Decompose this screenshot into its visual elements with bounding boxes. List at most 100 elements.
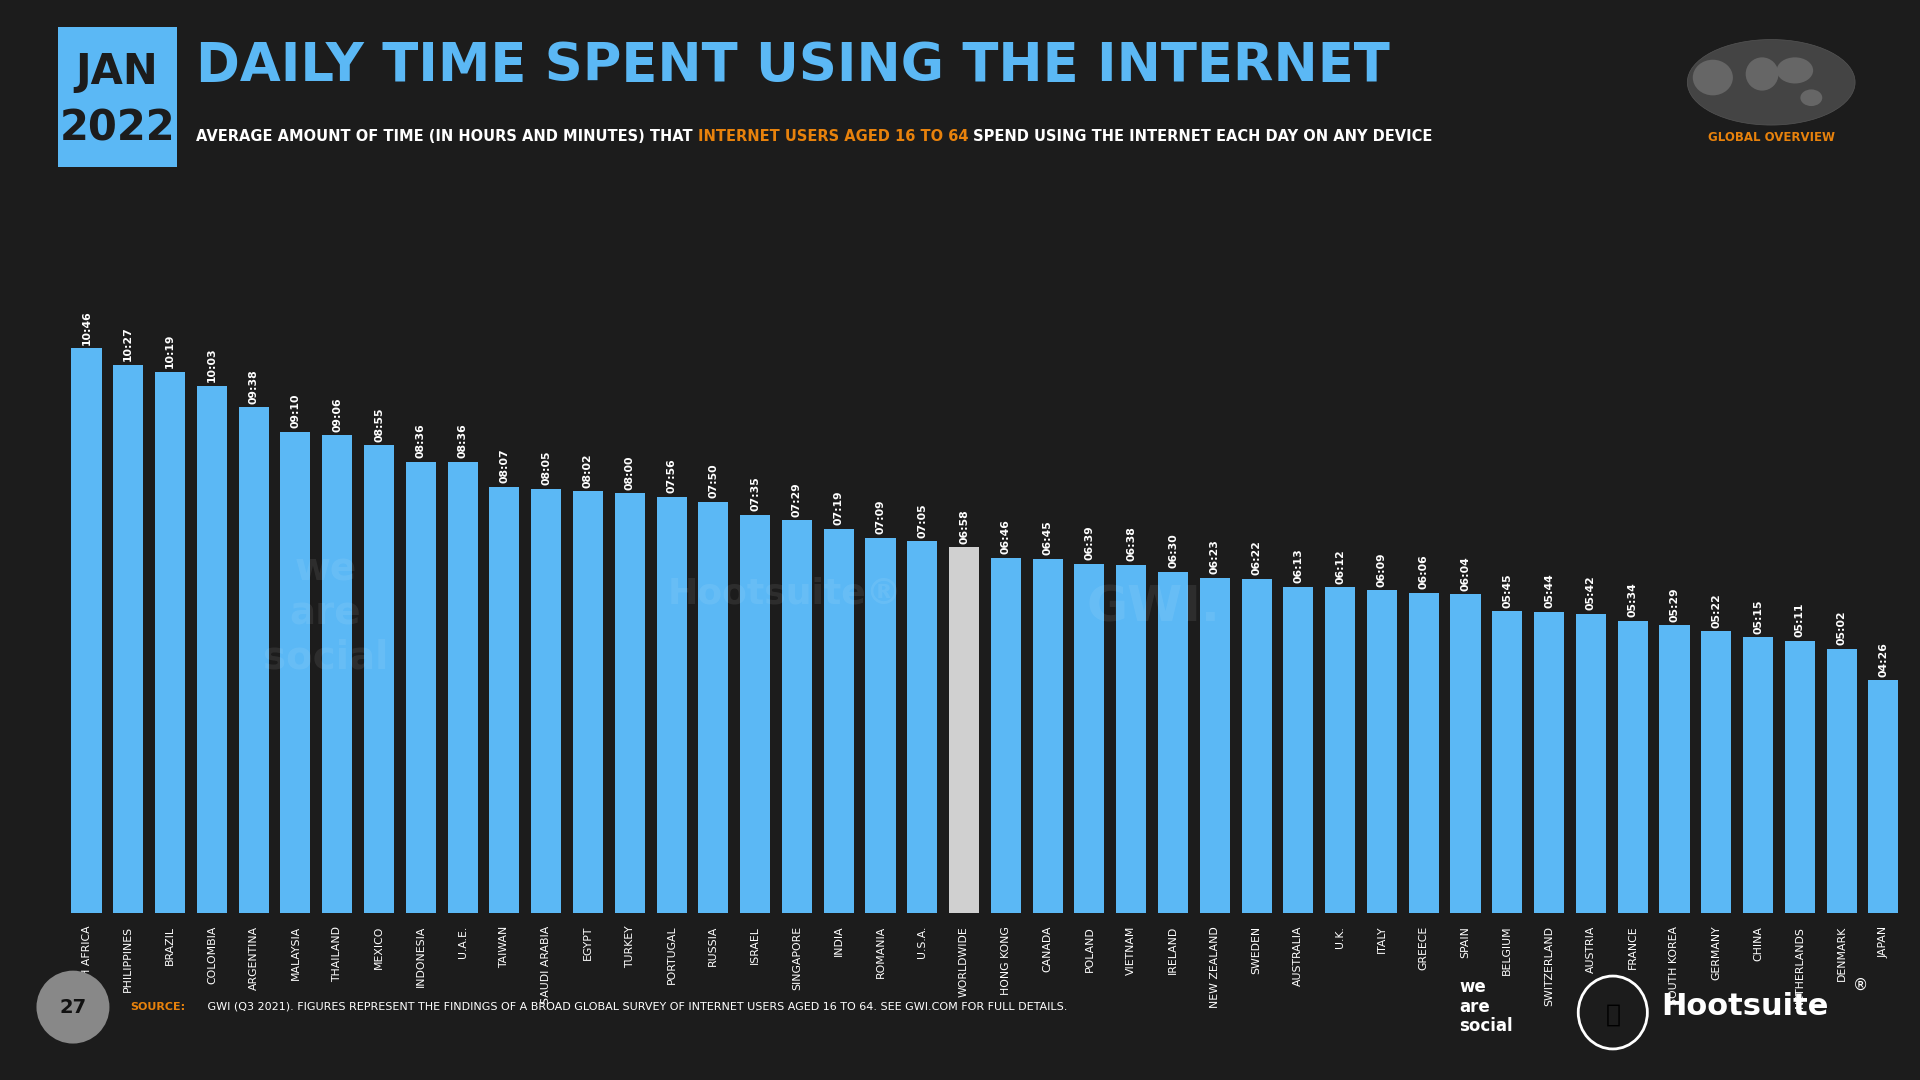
Text: 06:13: 06:13 xyxy=(1294,549,1304,583)
Text: SOURCE:: SOURCE: xyxy=(131,1001,186,1012)
Bar xyxy=(1242,579,1271,913)
Text: 08:00: 08:00 xyxy=(624,455,636,489)
Bar xyxy=(198,386,227,913)
Bar xyxy=(1367,590,1398,913)
Text: 09:06: 09:06 xyxy=(332,397,342,432)
Text: SPEND USING THE INTERNET EACH DAY ON ANY DEVICE: SPEND USING THE INTERNET EACH DAY ON ANY… xyxy=(968,129,1432,144)
Text: 09:38: 09:38 xyxy=(250,369,259,404)
Text: 05:02: 05:02 xyxy=(1837,610,1847,645)
Bar xyxy=(1786,640,1814,913)
Text: 06:30: 06:30 xyxy=(1167,534,1179,568)
Text: JAN: JAN xyxy=(75,51,159,93)
Text: AVERAGE AMOUNT OF TIME (IN HOURS AND MINUTES) THAT: AVERAGE AMOUNT OF TIME (IN HOURS AND MIN… xyxy=(196,129,697,144)
Text: 06:12: 06:12 xyxy=(1334,550,1346,584)
Bar xyxy=(781,521,812,913)
Text: 06:46: 06:46 xyxy=(1000,519,1010,554)
Bar xyxy=(614,494,645,913)
Text: 07:09: 07:09 xyxy=(876,500,885,535)
Bar xyxy=(866,538,895,913)
Text: ®: ® xyxy=(1853,977,1868,993)
Ellipse shape xyxy=(1688,40,1855,125)
Text: 06:45: 06:45 xyxy=(1043,521,1052,555)
Text: we
are
social: we are social xyxy=(263,551,388,677)
Text: 10:27: 10:27 xyxy=(123,326,132,361)
Text: GLOBAL OVERVIEW: GLOBAL OVERVIEW xyxy=(1707,131,1836,144)
Text: Hootsuite: Hootsuite xyxy=(1661,993,1828,1021)
Text: 05:34: 05:34 xyxy=(1628,582,1638,617)
Bar xyxy=(991,557,1021,913)
Text: 05:15: 05:15 xyxy=(1753,599,1763,634)
Text: 07:35: 07:35 xyxy=(751,476,760,512)
Bar xyxy=(490,487,520,913)
Bar xyxy=(1200,578,1231,913)
Text: 🦉: 🦉 xyxy=(1605,1002,1620,1026)
Text: 08:05: 08:05 xyxy=(541,450,551,485)
Text: 07:05: 07:05 xyxy=(918,503,927,538)
Circle shape xyxy=(1578,976,1647,1049)
Text: 05:44: 05:44 xyxy=(1544,573,1553,608)
Text: 06:58: 06:58 xyxy=(960,509,970,544)
Bar xyxy=(699,502,728,913)
Bar xyxy=(1075,564,1104,913)
Ellipse shape xyxy=(36,971,109,1043)
Text: 08:36: 08:36 xyxy=(457,423,468,458)
Bar xyxy=(1826,649,1857,913)
Bar xyxy=(1492,611,1523,913)
Bar xyxy=(572,491,603,913)
Text: 27: 27 xyxy=(60,998,86,1016)
Bar xyxy=(1743,637,1772,913)
Text: 09:10: 09:10 xyxy=(290,394,300,429)
Bar xyxy=(1409,593,1438,913)
Text: 10:03: 10:03 xyxy=(207,348,217,382)
Bar xyxy=(280,432,311,913)
Text: 04:26: 04:26 xyxy=(1878,642,1889,677)
Ellipse shape xyxy=(1693,59,1734,95)
Text: 08:07: 08:07 xyxy=(499,449,509,484)
Bar xyxy=(1033,558,1062,913)
Bar xyxy=(1868,680,1899,913)
Bar xyxy=(323,435,351,913)
Text: Hootsuite®: Hootsuite® xyxy=(668,577,902,611)
Text: 08:55: 08:55 xyxy=(374,407,384,442)
Bar xyxy=(1450,594,1480,913)
Text: 07:56: 07:56 xyxy=(666,458,676,494)
Bar xyxy=(1534,612,1565,913)
Bar xyxy=(238,407,269,913)
Ellipse shape xyxy=(1776,57,1812,83)
Text: 08:36: 08:36 xyxy=(417,423,426,458)
Text: social: social xyxy=(1459,1017,1513,1035)
Text: 07:50: 07:50 xyxy=(708,463,718,498)
Bar xyxy=(948,548,979,913)
Bar xyxy=(1325,588,1356,913)
Bar xyxy=(1283,586,1313,913)
Bar xyxy=(405,461,436,913)
Text: we: we xyxy=(1459,978,1486,996)
Text: 05:45: 05:45 xyxy=(1501,573,1513,608)
Text: 07:29: 07:29 xyxy=(791,482,803,516)
Text: 06:23: 06:23 xyxy=(1210,540,1219,575)
Text: 06:38: 06:38 xyxy=(1127,527,1137,562)
Bar xyxy=(1619,621,1647,913)
Bar xyxy=(113,365,144,913)
Text: 06:06: 06:06 xyxy=(1419,554,1428,590)
Bar xyxy=(1116,565,1146,913)
Bar xyxy=(365,445,394,913)
Ellipse shape xyxy=(1801,90,1822,106)
Bar xyxy=(1576,613,1605,913)
Text: 05:42: 05:42 xyxy=(1586,576,1596,610)
Bar xyxy=(71,348,102,913)
Bar xyxy=(1659,625,1690,913)
Text: DAILY TIME SPENT USING THE INTERNET: DAILY TIME SPENT USING THE INTERNET xyxy=(196,40,1390,92)
Bar xyxy=(532,489,561,913)
Text: 06:04: 06:04 xyxy=(1461,556,1471,591)
Text: 05:11: 05:11 xyxy=(1795,603,1805,637)
Text: 06:22: 06:22 xyxy=(1252,540,1261,576)
Bar xyxy=(739,515,770,913)
Ellipse shape xyxy=(1745,57,1778,91)
Text: 06:09: 06:09 xyxy=(1377,552,1386,586)
Text: 06:39: 06:39 xyxy=(1085,526,1094,561)
Text: are: are xyxy=(1459,998,1490,1015)
Bar xyxy=(657,497,687,913)
Bar xyxy=(447,461,478,913)
Text: 07:19: 07:19 xyxy=(833,490,843,526)
